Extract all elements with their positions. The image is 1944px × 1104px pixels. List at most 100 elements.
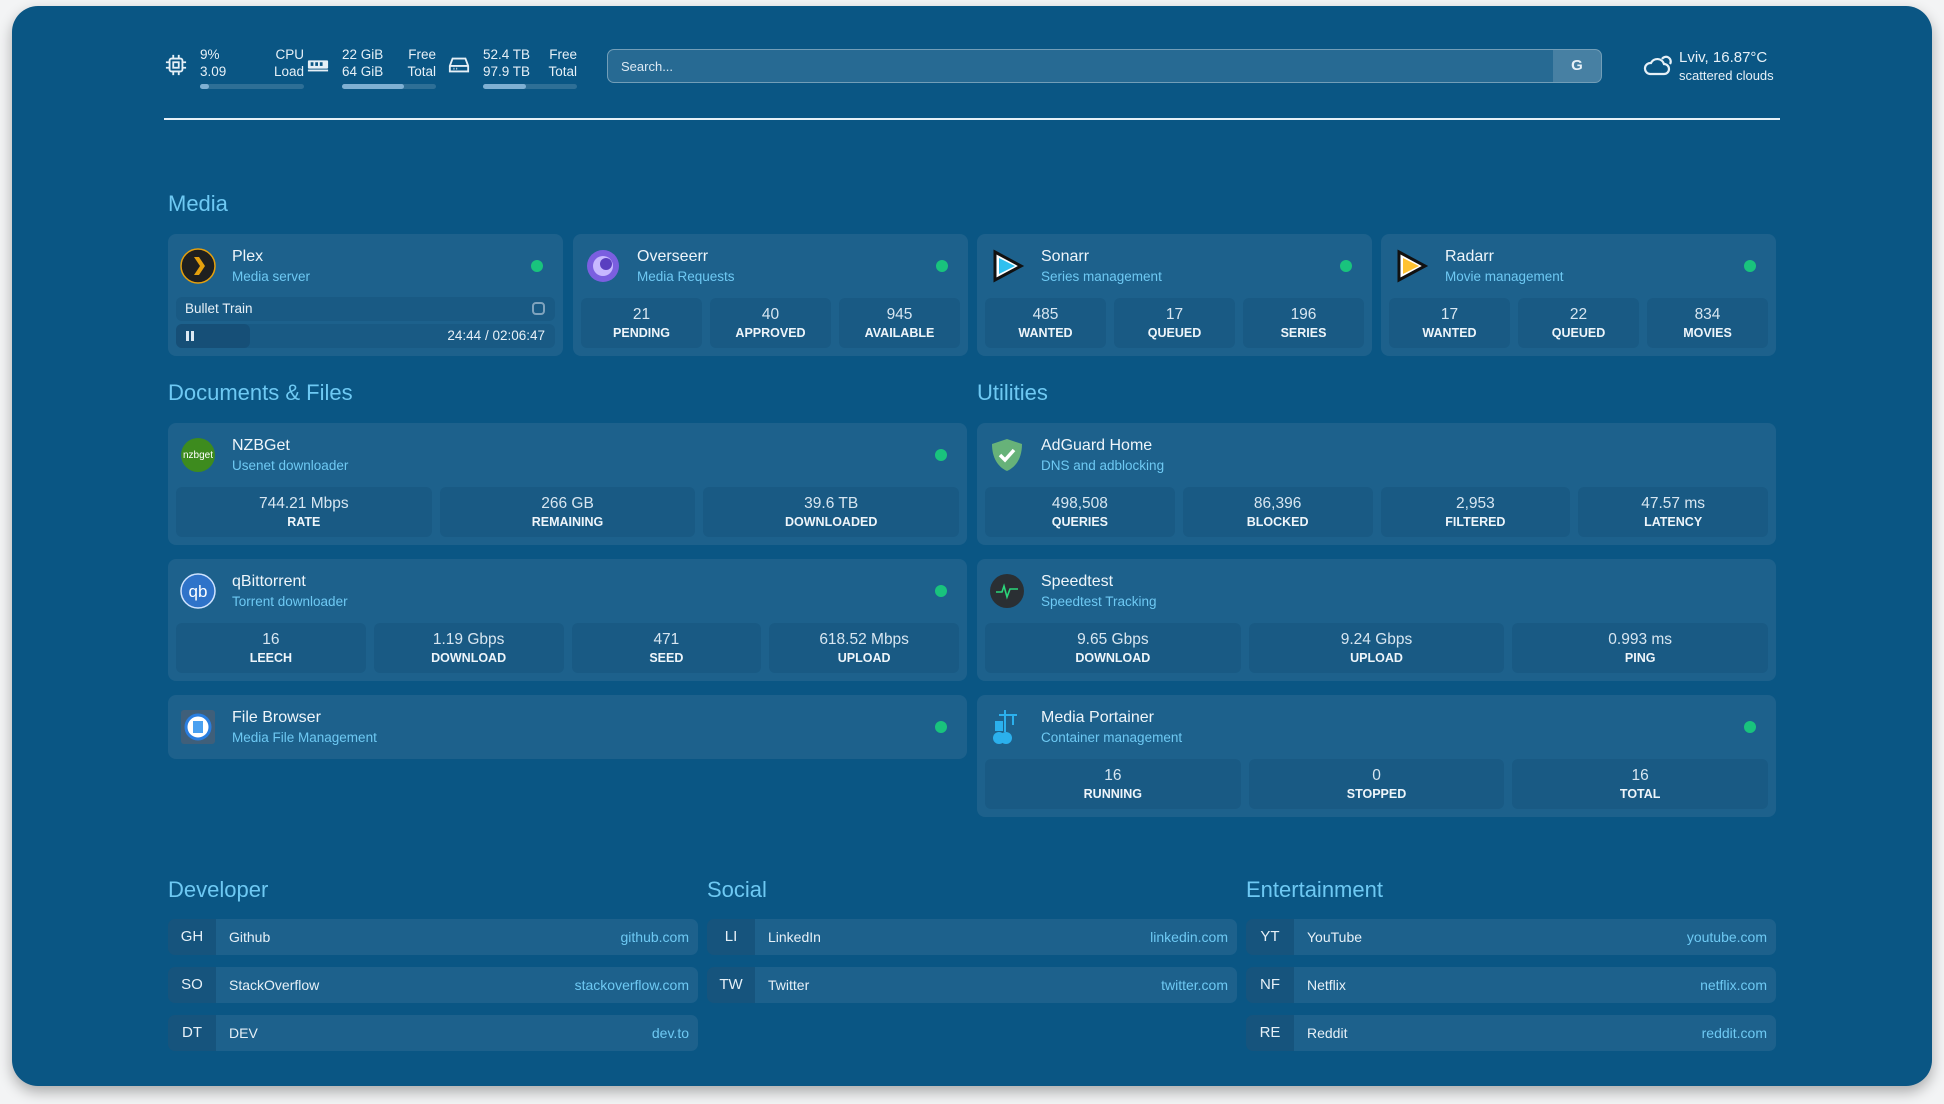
stat-block: 21 PENDING [581, 298, 702, 348]
qbittorrent-logo-icon: qb [180, 573, 216, 609]
stat-value: 16 [1104, 767, 1122, 784]
service-card-filebrowser[interactable]: File Browser Media File Management [168, 695, 967, 759]
bookmark-twitter[interactable]: TW Twitter twitter.com [707, 967, 1237, 1003]
stat-block: 17 WANTED [1389, 298, 1510, 348]
service-subtitle: Movie management [1445, 269, 1564, 284]
stat-value: 0 [1372, 767, 1381, 784]
stat-label: UPLOAD [837, 651, 891, 665]
stat-label: PING [1624, 651, 1656, 665]
stat-value: 498,508 [1051, 495, 1108, 512]
stat-label: STOPPED [1346, 787, 1407, 801]
bookmark-name: Twitter [768, 977, 810, 993]
service-title: Overseerr [637, 248, 709, 265]
service-subtitle: Container management [1041, 730, 1183, 745]
stat-label: QUEUED [1147, 326, 1202, 340]
stat-label: WANTED [1422, 326, 1477, 340]
stat-label: AVAILABLE [864, 326, 935, 340]
service-title: Media Portainer [1041, 709, 1154, 726]
stat-label: WANTED [1018, 326, 1073, 340]
bookmark-abbr: SO [168, 967, 216, 1003]
bookmark-stackoverflow[interactable]: SO StackOverflow stackoverflow.com [168, 967, 698, 1003]
svg-text:qb: qb [189, 582, 208, 601]
bookmark-netflix[interactable]: NF Netflix netflix.com [1246, 967, 1776, 1003]
nzbget-logo-icon: nzbget [181, 438, 215, 472]
header: 9% 3.09 CPU Load 22 GiB 64 GiB Free Total 52… [164, 42, 1780, 90]
service-card-nzbget[interactable]: nzbget NZBGet Usenet downloader 744.21 Mb… [168, 423, 967, 545]
disk-total: 97.9 TB [483, 64, 531, 79]
bookmark-abbr: DT [168, 1015, 216, 1051]
service-card-adguard[interactable]: AdGuard Home DNS and adblocking 498,508 QU… [977, 423, 1776, 545]
search-engine-button[interactable]: G [1553, 50, 1601, 82]
load-label: Load [273, 64, 304, 79]
stat-block: 16 RUNNING [985, 759, 1241, 809]
radarr-logo-icon [1397, 249, 1429, 283]
service-title: File Browser [232, 709, 321, 726]
service-title: qBittorrent [232, 573, 306, 590]
service-card-speedtest[interactable]: Speedtest Speedtest Tracking 9.65 Gbps DOW… [977, 559, 1776, 681]
bookmark-url: twitter.com [1161, 977, 1228, 993]
status-indicator [935, 585, 947, 597]
stat-value: 485 [1032, 306, 1059, 323]
speedtest-logo-icon [990, 574, 1024, 608]
bookmark-abbr: RE [1246, 1015, 1294, 1051]
stat-block: 47.57 ms LATENCY [1578, 487, 1768, 537]
search-input[interactable] [608, 50, 1548, 82]
stat-block: 9.24 Gbps UPLOAD [1248, 623, 1505, 673]
pause-icon[interactable] [186, 331, 194, 341]
total-label: Total [407, 64, 436, 79]
cpu-percent: 9% [200, 47, 220, 62]
search-box: G [607, 49, 1602, 83]
stat-label: QUERIES [1051, 515, 1108, 529]
stat-value: 17 [1165, 306, 1184, 323]
service-subtitle: Torrent downloader [232, 594, 348, 609]
stat-label: UPLOAD [1350, 651, 1403, 665]
service-card-sonarr[interactable]: Sonarr Series management 485 WANTED 17 QUEUE… [977, 234, 1372, 356]
cpu-label: CPU [275, 47, 304, 62]
bookmark-reddit[interactable]: RE Reddit reddit.com [1246, 1015, 1776, 1051]
bookmark-name: Netflix [1307, 977, 1346, 993]
status-indicator [1744, 260, 1756, 272]
stat-value: 266 GB [541, 495, 594, 512]
weather-location-temp: Lviv, 16.87°C [1679, 49, 1768, 66]
stat-value: 9.24 Gbps [1340, 631, 1413, 648]
stat-block: 498,508 QUERIES [985, 487, 1175, 537]
bookmark-name: Github [229, 929, 271, 945]
stat-block: 86,396 BLOCKED [1182, 487, 1373, 537]
stat-label: SEED [649, 651, 684, 665]
cpu-load: 3.09 [200, 64, 227, 79]
stat-label: DOWNLOAD [431, 651, 507, 665]
service-card-plex[interactable]: Plex Media server Bullet Train 24:44 / 0… [168, 234, 563, 356]
stat-value: 471 [653, 631, 680, 648]
stat-block: 16 TOTAL [1512, 759, 1769, 809]
service-card-overseerr[interactable]: Overseerr Media Requests 21 PENDING 40 APPRO… [573, 234, 968, 356]
bookmark-url: linkedin.com [1150, 929, 1228, 945]
service-card-portainer[interactable]: Media Portainer Container management 16 RU… [977, 695, 1776, 817]
stat-value: 22 [1569, 306, 1588, 323]
stream-info-icon[interactable] [532, 302, 545, 315]
service-card-radarr[interactable]: Radarr Movie management 17 WANTED 22 QUEUED 8… [1381, 234, 1776, 356]
section-heading-developer: Developer [168, 877, 269, 902]
cpu-icon [165, 54, 187, 76]
stat-block: 2,953 FILTERED [1380, 487, 1571, 537]
stat-block: 618.52 Mbps UPLOAD [769, 623, 959, 673]
bookmark-github[interactable]: GH Github github.com [168, 919, 698, 955]
stat-block: 485 WANTED [985, 298, 1106, 348]
header-divider [164, 118, 1780, 120]
service-card-qbittorrent[interactable]: qb qBittorrent Torrent downloader 16 LEECH… [168, 559, 967, 681]
dashboard-window: 9% 3.09 CPU Load 22 GiB 64 GiB Free Total 52… [12, 6, 1932, 1086]
free-label: Free [408, 47, 436, 62]
stat-value: 9.65 Gbps [1077, 631, 1149, 648]
bookmark-dev[interactable]: DT DEV dev.to [168, 1015, 698, 1051]
bookmark-linkedin[interactable]: LI LinkedIn linkedin.com [707, 919, 1237, 955]
service-subtitle: Usenet downloader [232, 458, 349, 473]
stat-block: 196 SERIES [1243, 298, 1364, 348]
stat-label: BLOCKED [1246, 515, 1309, 529]
cpu-bar [200, 84, 304, 89]
memory-total: 64 GiB [342, 64, 384, 79]
service-subtitle: DNS and adblocking [1041, 458, 1165, 473]
section-heading-media: Media [168, 191, 228, 216]
stat-block: 1.19 Gbps DOWNLOAD [373, 623, 564, 673]
bookmark-youtube[interactable]: YT YouTube youtube.com [1246, 919, 1776, 955]
service-title: NZBGet [232, 437, 290, 454]
disk-free: 52.4 TB [483, 47, 531, 62]
